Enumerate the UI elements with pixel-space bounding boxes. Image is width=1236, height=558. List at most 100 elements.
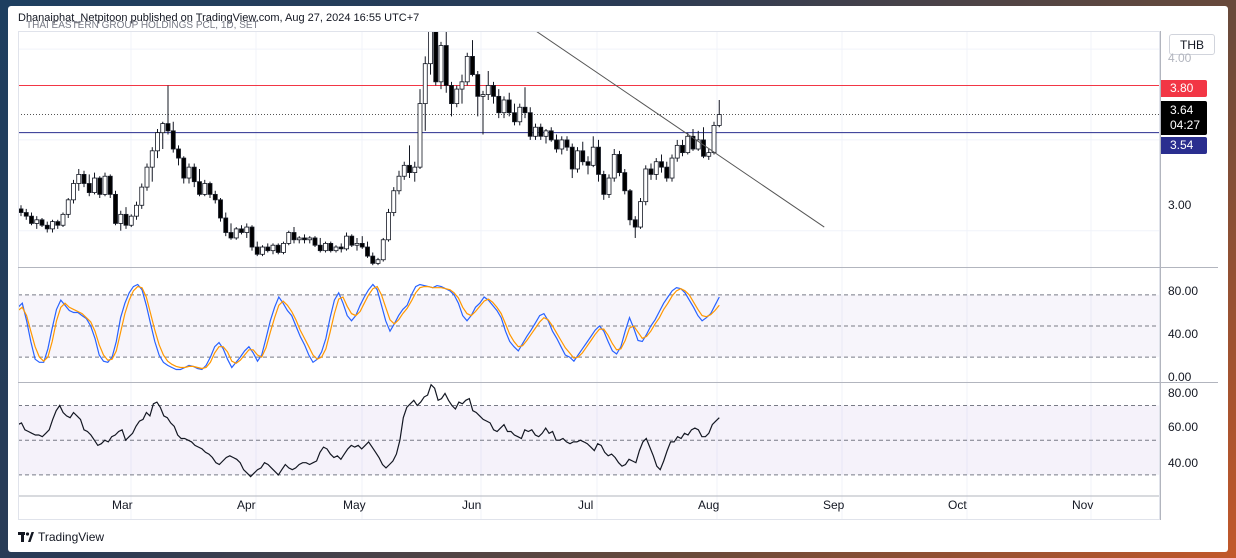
x-tick-oct: Oct	[948, 498, 967, 512]
candle-down	[97, 177, 103, 195]
candle-down	[522, 106, 528, 114]
candle-down	[254, 246, 260, 255]
candle-up	[643, 168, 649, 203]
last-price-value: 3.64	[1170, 103, 1194, 117]
tradingview-brand: TradingView	[38, 530, 105, 544]
candle-down	[627, 190, 633, 221]
candle-down	[569, 146, 575, 170]
candle-down	[212, 193, 218, 201]
candle-up	[286, 232, 292, 244]
candle-up	[412, 166, 418, 173]
candle-down	[648, 168, 654, 175]
candle-down	[433, 31, 439, 83]
candle-down	[622, 172, 628, 192]
candle-down	[218, 199, 223, 219]
candle-down	[632, 219, 638, 228]
trendline	[534, 31, 825, 228]
x-tick-sep: Sep	[823, 498, 845, 512]
price-axis[interactable]	[1160, 31, 1218, 520]
candle-up	[60, 213, 66, 226]
candle-up	[34, 219, 40, 224]
currency-button[interactable]: THB	[1169, 34, 1215, 55]
candle-down	[527, 112, 533, 137]
candle-up	[375, 259, 381, 264]
candle-down	[223, 217, 229, 233]
candle-up	[296, 237, 302, 241]
candle-up	[454, 88, 460, 105]
candle-down	[370, 255, 376, 264]
candle-up	[128, 215, 134, 226]
candle-down	[302, 237, 307, 241]
candle-down	[81, 174, 87, 184]
candle-up	[533, 126, 538, 137]
candle-down	[291, 232, 297, 241]
candle-up	[76, 174, 82, 184]
x-tick-aug: Aug	[698, 498, 720, 512]
candle-up	[186, 166, 192, 179]
stoch-series-line-1	[18, 285, 720, 370]
candle-down	[449, 85, 454, 105]
candle-down	[680, 144, 685, 154]
candle-up	[354, 242, 360, 246]
candle-up	[422, 63, 428, 105]
candle-up	[606, 177, 612, 195]
x-tick-nov: Nov	[1072, 498, 1094, 512]
candle-up	[380, 239, 386, 261]
candle-down	[475, 74, 481, 97]
candle-up	[155, 132, 160, 152]
symbol-title: THAI EASTERN GROUP HOLDINGS PCL, 1D, SET	[26, 20, 259, 31]
candle-down	[580, 150, 586, 163]
candle-up	[92, 177, 97, 193]
rsi-tick-60: 60.00	[1168, 420, 1199, 434]
candle-up	[270, 244, 276, 252]
candle-down	[44, 224, 50, 230]
candle-down	[617, 154, 622, 173]
pane-separator-1[interactable]	[18, 267, 1218, 268]
candle-up	[638, 201, 643, 228]
candle-up	[459, 81, 465, 90]
candle-up	[281, 242, 286, 253]
tradingview-logo[interactable]: TradingView	[18, 530, 104, 544]
candle-up	[480, 94, 486, 97]
candle-up	[464, 56, 470, 83]
candle-down	[664, 166, 670, 179]
candle-up	[118, 213, 124, 224]
candle-down	[239, 228, 244, 233]
candle-down	[407, 164, 412, 173]
x-tick-mar: Mar	[112, 498, 133, 512]
candle-up	[244, 226, 250, 233]
candle-up	[102, 175, 108, 195]
resistance-price-tag: 3.80	[1161, 80, 1207, 97]
candle-down	[548, 130, 554, 141]
candle-up	[149, 150, 155, 168]
price-tick-4: 4.00	[1168, 51, 1192, 65]
candle-down	[176, 148, 181, 159]
publisher-caption: Dhanaiphat_Netpitoon published on Tradin…	[18, 12, 420, 24]
candle-down	[265, 246, 271, 252]
candle-up	[139, 186, 145, 206]
chart-plot-area[interactable]	[18, 31, 1160, 520]
candle-down	[228, 232, 234, 239]
candle-down	[659, 161, 664, 168]
candle-up	[590, 146, 596, 166]
candle-down	[690, 135, 696, 150]
pane-separator-2[interactable]	[18, 382, 1218, 383]
candle-down	[512, 112, 517, 123]
rsi-tick-40: 40.00	[1168, 456, 1199, 470]
candle-up	[71, 183, 76, 201]
price-tick-3: 3.00	[1168, 198, 1192, 212]
candle-down	[55, 221, 61, 226]
candle-down	[564, 139, 570, 148]
support-price-tag: 3.54	[1161, 137, 1207, 154]
candle-down	[443, 45, 449, 86]
candle-down	[701, 139, 706, 157]
x-tick-jul: Jul	[578, 498, 594, 512]
candle-up	[438, 45, 444, 83]
candle-down	[596, 146, 601, 175]
candle-down	[29, 215, 34, 224]
candle-down	[601, 174, 607, 195]
chart-frame: Dhanaiphat_Netpitoon published on Tradin…	[8, 6, 1228, 552]
x-tick-may: May	[343, 498, 366, 512]
candle-up	[711, 125, 717, 154]
candle-down	[491, 85, 496, 97]
